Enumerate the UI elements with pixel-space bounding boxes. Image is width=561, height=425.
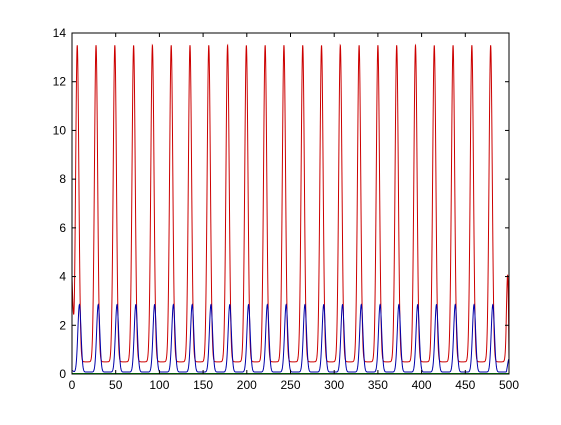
x-tick-label: 500 <box>499 378 519 392</box>
x-tick-label: 0 <box>69 378 76 392</box>
x-tick-label: 450 <box>455 378 475 392</box>
x-tick-label: 100 <box>149 378 169 392</box>
x-tick-label: 400 <box>412 378 432 392</box>
x-axis-ticks: 0 50 100 150 200 250 300 350 400 450 500 <box>69 33 519 392</box>
y-tick-label: 12 <box>53 75 67 89</box>
series-line-0 <box>71 43 510 363</box>
x-tick-label: 300 <box>324 378 344 392</box>
x-tick-label: 350 <box>368 378 388 392</box>
x-tick-label: 250 <box>280 378 300 392</box>
x-tick-label: 200 <box>237 378 257 392</box>
y-tick-label: 14 <box>53 26 67 40</box>
x-tick-label: 50 <box>109 378 123 392</box>
y-tick-label: 8 <box>59 172 66 186</box>
y-tick-label: 2 <box>59 318 66 332</box>
y-axis-ticks: 0 2 4 6 8 10 12 14 <box>53 26 509 381</box>
y-tick-label: 4 <box>59 270 66 284</box>
y-tick-label: 10 <box>53 123 67 137</box>
y-tick-label: 0 <box>59 367 66 381</box>
y-tick-label: 6 <box>59 221 66 235</box>
x-tick-label: 150 <box>193 378 213 392</box>
